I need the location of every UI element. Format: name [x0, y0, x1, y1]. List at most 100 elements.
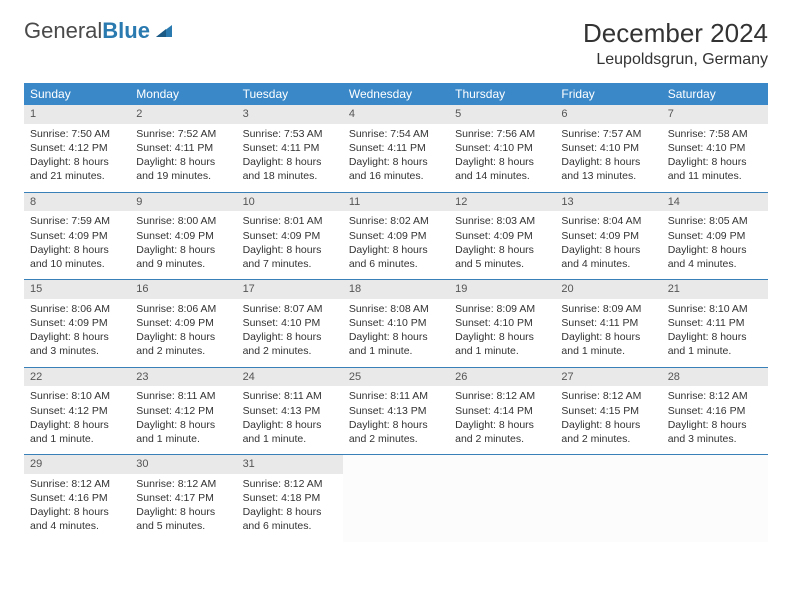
day-content: Sunrise: 7:54 AM Sunset: 4:11 PM Dayligh…: [343, 124, 449, 192]
daylight-text-2: and 1 minute.: [349, 344, 443, 358]
daylight-text-2: and 4 minutes.: [561, 257, 655, 271]
sunset-text: Sunset: 4:15 PM: [561, 404, 655, 418]
day-number: 20: [555, 280, 661, 299]
calendar-day-cell: 13 Sunrise: 8:04 AM Sunset: 4:09 PM Dayl…: [555, 192, 661, 280]
calendar-day-cell: 12 Sunrise: 8:03 AM Sunset: 4:09 PM Dayl…: [449, 192, 555, 280]
day-number: 7: [662, 105, 768, 124]
sunset-text: Sunset: 4:11 PM: [136, 141, 230, 155]
sunset-text: Sunset: 4:12 PM: [30, 404, 124, 418]
day-number: 19: [449, 280, 555, 299]
daylight-text-2: and 3 minutes.: [30, 344, 124, 358]
daylight-text-1: Daylight: 8 hours: [561, 418, 655, 432]
sunset-text: Sunset: 4:09 PM: [30, 316, 124, 330]
sunrise-text: Sunrise: 8:04 AM: [561, 214, 655, 228]
day-number: 27: [555, 368, 661, 387]
day-content: Sunrise: 8:03 AM Sunset: 4:09 PM Dayligh…: [449, 211, 555, 279]
day-content: Sunrise: 8:07 AM Sunset: 4:10 PM Dayligh…: [237, 299, 343, 367]
daylight-text-1: Daylight: 8 hours: [455, 243, 549, 257]
daylight-text-1: Daylight: 8 hours: [243, 505, 337, 519]
calendar-day-cell: 17 Sunrise: 8:07 AM Sunset: 4:10 PM Dayl…: [237, 280, 343, 368]
calendar-day-cell: 7 Sunrise: 7:58 AM Sunset: 4:10 PM Dayli…: [662, 105, 768, 192]
daylight-text-1: Daylight: 8 hours: [668, 330, 762, 344]
daylight-text-2: and 4 minutes.: [30, 519, 124, 533]
day-content: Sunrise: 7:57 AM Sunset: 4:10 PM Dayligh…: [555, 124, 661, 192]
sunset-text: Sunset: 4:13 PM: [349, 404, 443, 418]
daylight-text-1: Daylight: 8 hours: [561, 155, 655, 169]
daylight-text-2: and 1 minute.: [455, 344, 549, 358]
daylight-text-2: and 10 minutes.: [30, 257, 124, 271]
sunrise-text: Sunrise: 7:50 AM: [30, 127, 124, 141]
day-content: Sunrise: 7:53 AM Sunset: 4:11 PM Dayligh…: [237, 124, 343, 192]
day-content: Sunrise: 8:01 AM Sunset: 4:09 PM Dayligh…: [237, 211, 343, 279]
daylight-text-2: and 1 minute.: [668, 344, 762, 358]
sunset-text: Sunset: 4:10 PM: [349, 316, 443, 330]
sunrise-text: Sunrise: 7:58 AM: [668, 127, 762, 141]
daylight-text-1: Daylight: 8 hours: [136, 418, 230, 432]
logo-text: GeneralBlue: [24, 18, 150, 44]
day-number: 21: [662, 280, 768, 299]
sunrise-text: Sunrise: 8:06 AM: [30, 302, 124, 316]
sunrise-text: Sunrise: 8:12 AM: [668, 389, 762, 403]
daylight-text-2: and 2 minutes.: [243, 344, 337, 358]
calendar-week-row: 29 Sunrise: 8:12 AM Sunset: 4:16 PM Dayl…: [24, 455, 768, 542]
calendar-day-cell: 2 Sunrise: 7:52 AM Sunset: 4:11 PM Dayli…: [130, 105, 236, 192]
calendar-day-cell: 26 Sunrise: 8:12 AM Sunset: 4:14 PM Dayl…: [449, 367, 555, 455]
calendar-day-cell: 14 Sunrise: 8:05 AM Sunset: 4:09 PM Dayl…: [662, 192, 768, 280]
day-header: Sunday: [24, 83, 130, 105]
daylight-text-1: Daylight: 8 hours: [455, 330, 549, 344]
calendar-empty-cell: . ....: [555, 455, 661, 542]
day-content: Sunrise: 8:06 AM Sunset: 4:09 PM Dayligh…: [130, 299, 236, 367]
calendar-week-row: 15 Sunrise: 8:06 AM Sunset: 4:09 PM Dayl…: [24, 280, 768, 368]
daylight-text-1: Daylight: 8 hours: [561, 243, 655, 257]
day-content: Sunrise: 8:12 AM Sunset: 4:16 PM Dayligh…: [662, 386, 768, 454]
day-content: Sunrise: 8:02 AM Sunset: 4:09 PM Dayligh…: [343, 211, 449, 279]
daylight-text-2: and 3 minutes.: [668, 432, 762, 446]
calendar-empty-cell: . ....: [343, 455, 449, 542]
calendar-day-cell: 18 Sunrise: 8:08 AM Sunset: 4:10 PM Dayl…: [343, 280, 449, 368]
day-number: 30: [130, 455, 236, 474]
calendar-day-cell: 31 Sunrise: 8:12 AM Sunset: 4:18 PM Dayl…: [237, 455, 343, 542]
sunrise-text: Sunrise: 8:11 AM: [136, 389, 230, 403]
daylight-text-1: Daylight: 8 hours: [349, 418, 443, 432]
day-content: Sunrise: 7:56 AM Sunset: 4:10 PM Dayligh…: [449, 124, 555, 192]
daylight-text-2: and 5 minutes.: [136, 519, 230, 533]
daylight-text-2: and 6 minutes.: [349, 257, 443, 271]
day-content: Sunrise: 7:52 AM Sunset: 4:11 PM Dayligh…: [130, 124, 236, 192]
daylight-text-2: and 9 minutes.: [136, 257, 230, 271]
daylight-text-1: Daylight: 8 hours: [30, 418, 124, 432]
day-header: Tuesday: [237, 83, 343, 105]
day-number: 1: [24, 105, 130, 124]
sunset-text: Sunset: 4:16 PM: [30, 491, 124, 505]
sunset-text: Sunset: 4:17 PM: [136, 491, 230, 505]
sunrise-text: Sunrise: 7:59 AM: [30, 214, 124, 228]
calendar-day-cell: 16 Sunrise: 8:06 AM Sunset: 4:09 PM Dayl…: [130, 280, 236, 368]
day-content: Sunrise: 7:58 AM Sunset: 4:10 PM Dayligh…: [662, 124, 768, 192]
day-number: 31: [237, 455, 343, 474]
day-content: Sunrise: 8:11 AM Sunset: 4:12 PM Dayligh…: [130, 386, 236, 454]
calendar-day-cell: 19 Sunrise: 8:09 AM Sunset: 4:10 PM Dayl…: [449, 280, 555, 368]
sunrise-text: Sunrise: 8:11 AM: [243, 389, 337, 403]
calendar-day-cell: 22 Sunrise: 8:10 AM Sunset: 4:12 PM Dayl…: [24, 367, 130, 455]
sunrise-text: Sunrise: 8:12 AM: [136, 477, 230, 491]
day-content: Sunrise: 8:00 AM Sunset: 4:09 PM Dayligh…: [130, 211, 236, 279]
daylight-text-2: and 19 minutes.: [136, 169, 230, 183]
daylight-text-2: and 16 minutes.: [349, 169, 443, 183]
daylight-text-1: Daylight: 8 hours: [668, 418, 762, 432]
calendar-day-cell: 8 Sunrise: 7:59 AM Sunset: 4:09 PM Dayli…: [24, 192, 130, 280]
day-content: Sunrise: 7:59 AM Sunset: 4:09 PM Dayligh…: [24, 211, 130, 279]
sunrise-text: Sunrise: 8:12 AM: [561, 389, 655, 403]
sunrise-text: Sunrise: 8:07 AM: [243, 302, 337, 316]
calendar-day-cell: 4 Sunrise: 7:54 AM Sunset: 4:11 PM Dayli…: [343, 105, 449, 192]
sunset-text: Sunset: 4:09 PM: [243, 229, 337, 243]
day-content: Sunrise: 8:10 AM Sunset: 4:11 PM Dayligh…: [662, 299, 768, 367]
day-number: 13: [555, 193, 661, 212]
sunrise-text: Sunrise: 7:52 AM: [136, 127, 230, 141]
day-content: Sunrise: 8:12 AM Sunset: 4:16 PM Dayligh…: [24, 474, 130, 542]
sunset-text: Sunset: 4:09 PM: [455, 229, 549, 243]
daylight-text-2: and 2 minutes.: [561, 432, 655, 446]
sunrise-text: Sunrise: 8:01 AM: [243, 214, 337, 228]
day-number: 5: [449, 105, 555, 124]
sunset-text: Sunset: 4:16 PM: [668, 404, 762, 418]
day-number: 4: [343, 105, 449, 124]
sunset-text: Sunset: 4:09 PM: [136, 316, 230, 330]
